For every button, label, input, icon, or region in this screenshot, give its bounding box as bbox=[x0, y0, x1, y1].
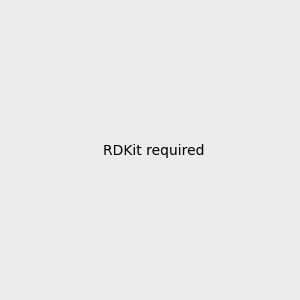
Text: RDKit required: RDKit required bbox=[103, 145, 205, 158]
